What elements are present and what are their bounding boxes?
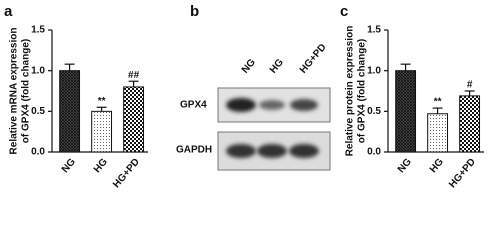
- significance: **: [98, 96, 106, 107]
- y-tick-label: 0.5: [31, 106, 45, 117]
- panel-label: a: [4, 3, 13, 20]
- y-axis-label: Relative protein expression: [345, 26, 356, 157]
- band: [226, 144, 256, 158]
- significance: **: [434, 97, 442, 108]
- y-tick-label: 1.5: [31, 25, 45, 36]
- row-label: GAPDH: [176, 145, 212, 156]
- y-axis-label: Relative mRNA expression: [9, 28, 20, 155]
- x-tick-label: NG: [60, 156, 78, 175]
- band: [290, 99, 318, 111]
- blot-panel: b NG HG HG+PD GPX4 GAPDH: [176, 3, 331, 171]
- x-tick-label: HG: [92, 156, 110, 175]
- x-tick-label: HG+PD: [447, 157, 478, 191]
- band: [289, 144, 319, 158]
- panel-label: c: [340, 3, 348, 20]
- y-tick-label: 1.0: [367, 65, 381, 76]
- y-tick-label: 0.0: [31, 147, 45, 158]
- bar: [59, 70, 81, 153]
- band: [226, 98, 256, 112]
- figure: b NG HG HG+PD GPX4 GAPDH a Relative mRNA …: [4, 3, 484, 191]
- row-label: GPX4: [180, 100, 207, 111]
- bar: [123, 86, 145, 153]
- y-tick-label: 0.5: [367, 106, 381, 117]
- x-tick-label: NG: [396, 156, 414, 175]
- bar: [459, 95, 481, 153]
- band: [257, 144, 287, 158]
- band: [259, 100, 285, 110]
- significance: #: [467, 80, 473, 91]
- x-tick-label: HG+PD: [111, 157, 142, 191]
- lane-label: HG+PD: [298, 42, 329, 76]
- y-axis-label: of GPX4 (fold change): [21, 39, 32, 143]
- panel-label: b: [190, 3, 199, 20]
- significance: ##: [128, 70, 140, 81]
- y-tick-label: 1.0: [31, 65, 45, 76]
- lane-label: HG: [268, 57, 286, 76]
- x-tick-label: HG: [428, 156, 446, 175]
- page: {"chart_data": [ {"type": "bar", "panel"…: [4, 2, 484, 191]
- bar: [395, 70, 417, 153]
- bar: [91, 110, 113, 153]
- bar: [427, 113, 449, 153]
- y-axis-label: of GPX4 (fold change): [357, 39, 368, 143]
- y-tick-label: 0.0: [367, 147, 381, 158]
- lane-label: NG: [240, 57, 258, 76]
- y-tick-label: 1.5: [367, 25, 381, 36]
